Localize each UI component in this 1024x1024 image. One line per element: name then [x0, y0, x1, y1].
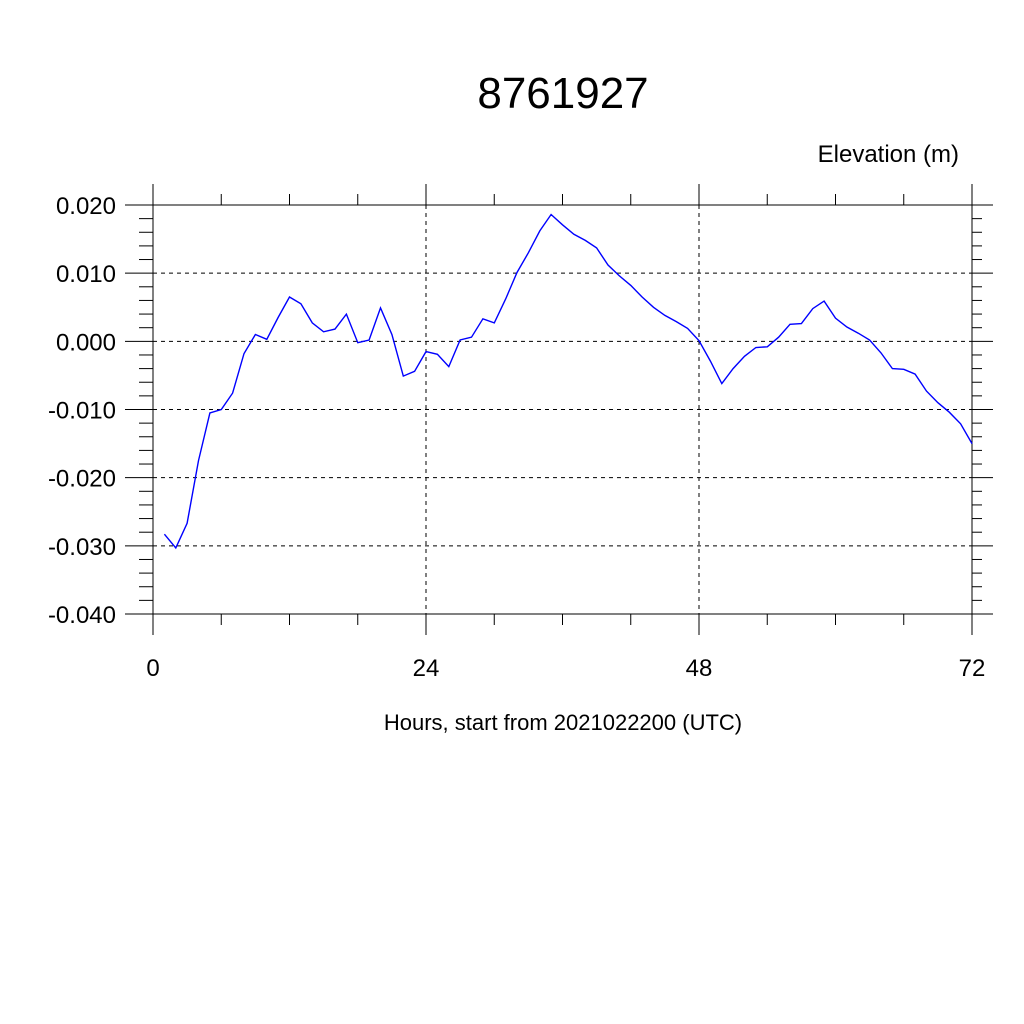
- plot-frame: [152, 204, 973, 615]
- x-axis-title: Hours, start from 2021022200 (UTC): [384, 710, 742, 735]
- minor-ticks: [139, 194, 982, 625]
- elevation-series-line: [163, 213, 973, 550]
- y-tick-labels: 0.020 0.010 0.000 -0.010 -0.020 -0.030 -0.040: [48, 193, 116, 629]
- x-tick-label: 24: [413, 655, 440, 682]
- y-tick-label: -0.020: [48, 466, 116, 493]
- y-tick-label: -0.030: [48, 534, 116, 561]
- y-tick-label: 0.020: [56, 193, 116, 220]
- units-label: Elevation (m): [818, 141, 959, 168]
- x-tick-label: 48: [686, 655, 713, 682]
- chart-title: 8761927: [477, 69, 648, 118]
- x-tick-label: 0: [146, 655, 159, 682]
- y-tick-label: 0.000: [56, 329, 116, 356]
- y-tick-label: -0.010: [48, 398, 116, 425]
- x-tick-labels: 0 24 48 72: [146, 655, 985, 682]
- y-tick-label: -0.040: [48, 602, 116, 629]
- major-ticks: [125, 184, 993, 635]
- y-tick-label: 0.010: [56, 261, 116, 288]
- grid-lines: [152, 204, 973, 615]
- x-tick-label: 72: [959, 655, 986, 682]
